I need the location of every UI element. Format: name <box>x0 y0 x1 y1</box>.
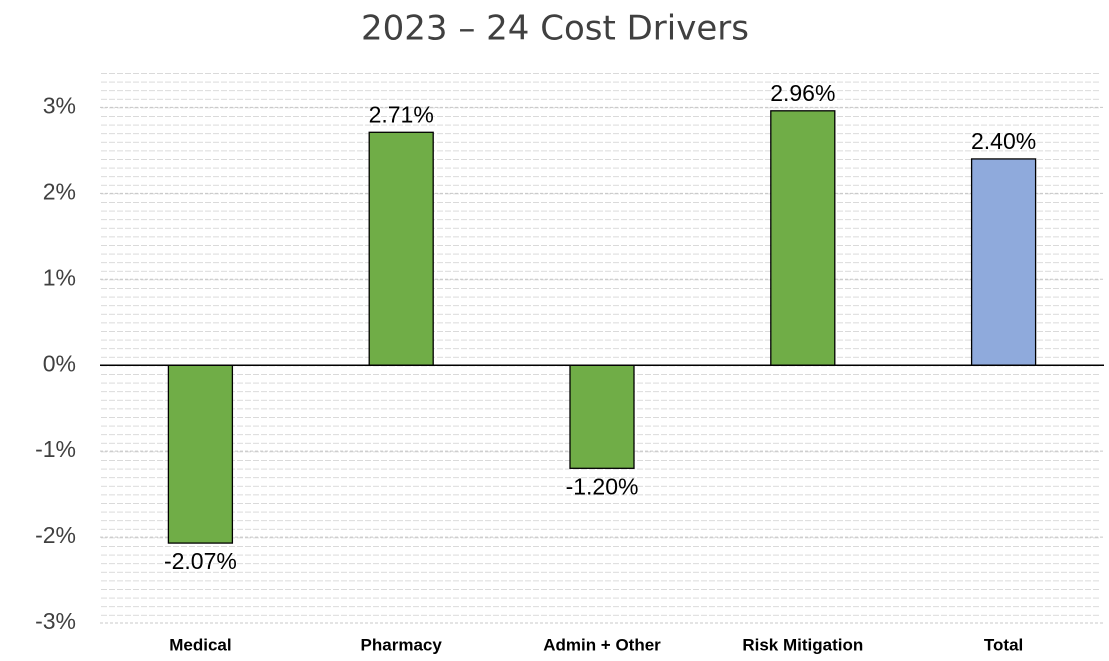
y-tick-label: 0% <box>43 350 76 376</box>
x-tick-label: Medical <box>169 635 231 654</box>
value-label: -2.07% <box>164 548 237 574</box>
y-tick-label: 2% <box>43 178 76 204</box>
bar <box>970 158 1037 366</box>
value-label: 2.71% <box>369 101 434 127</box>
bar <box>569 364 635 469</box>
chart-title: 2023 – 24 Cost Drivers <box>361 9 749 49</box>
value-label: -1.20% <box>566 473 639 499</box>
x-tick-label: Total <box>984 635 1023 654</box>
y-tick-label: -3% <box>35 608 76 634</box>
y-tick-label: -1% <box>35 436 76 462</box>
x-tick-label: Pharmacy <box>361 635 443 654</box>
x-tick-label: Risk Mitigation <box>742 635 863 654</box>
y-tick-label: -2% <box>35 522 76 548</box>
bar <box>770 110 836 366</box>
x-tick-label: Admin + Other <box>543 635 661 654</box>
y-tick-label: 3% <box>43 92 76 118</box>
bar <box>167 364 234 544</box>
bar <box>368 131 434 366</box>
minor-grid <box>100 73 1100 623</box>
value-label: 2.96% <box>770 80 835 106</box>
value-label: 2.40% <box>971 128 1036 154</box>
y-tick-label: 1% <box>43 264 76 290</box>
